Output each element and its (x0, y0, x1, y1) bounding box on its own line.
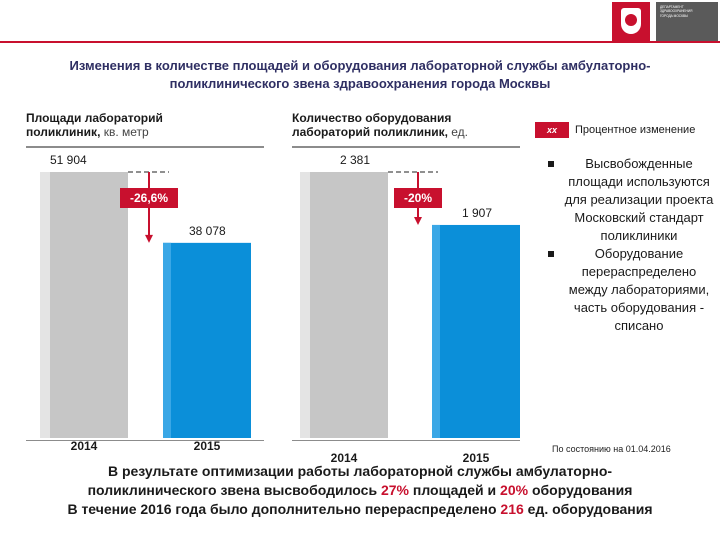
chart1-baseline-divider (26, 440, 264, 441)
equipment-chart: 2 381 1 907 -20% 2014 2015 (300, 153, 520, 465)
top-divider (0, 41, 720, 43)
chart2-baseline-divider (292, 440, 520, 441)
bar-highlight (432, 224, 440, 438)
bullet-square-icon (548, 161, 554, 167)
x-tick-label: 2014 (331, 451, 358, 465)
x-tick-label: 2014 (71, 439, 98, 453)
value-label: 2 381 (340, 153, 370, 167)
chart2-title: Количество оборудования лабораторий поли… (292, 111, 468, 139)
bar-2015 (432, 224, 520, 438)
moscow-coat-of-arms-icon (612, 2, 650, 42)
conclusion-text: В результате оптимизации работы лаборато… (67, 463, 653, 517)
chart1-separator (26, 146, 264, 148)
page-title: Изменения в количестве площадей и оборуд… (69, 58, 651, 91)
top-bar: ДЕПАРТАМЕНТ ЗДРАВООХРАНЕНИЯ ГОРОДА МОСКВ… (0, 0, 720, 43)
value-label: 51 904 (50, 153, 87, 167)
x-tick-label: 2015 (194, 439, 221, 453)
chart1-title: Площади лабораторий поликлиник, кв. метр (26, 111, 163, 139)
bar-highlight (40, 172, 50, 438)
value-label: 38 078 (189, 224, 226, 238)
bar-2014 (40, 172, 128, 438)
change-badge (120, 188, 178, 208)
legend-label: Процентное изменение (575, 124, 696, 136)
change-label: -26,6% (130, 191, 168, 205)
area-chart: 51 904 38 078 -26,6% 2014 2015 (40, 153, 251, 453)
bar-highlight (163, 242, 171, 438)
legend-swatch: хх (535, 122, 569, 138)
bar-2014 (300, 172, 388, 438)
x-tick-label: 2015 (463, 451, 490, 465)
decrease-arrow-icon (145, 234, 153, 243)
value-label: 1 907 (462, 206, 492, 220)
change-badge (394, 188, 442, 208)
note-item: Оборудование перераспределено между лабо… (538, 245, 716, 335)
decrease-arrow-icon (414, 216, 422, 225)
notes-list: Высвобожденные площади используются для … (538, 155, 716, 335)
status-date: По состоянию на 01.04.2016 (552, 444, 671, 454)
bar-highlight (300, 172, 310, 438)
chart2-separator (292, 146, 520, 148)
change-label: -20% (404, 191, 432, 205)
bullet-square-icon (548, 251, 554, 257)
note-item: Высвобожденные площади используются для … (538, 155, 716, 245)
department-logo: ДЕПАРТАМЕНТ ЗДРАВООХРАНЕНИЯ ГОРОДА МОСКВ… (656, 2, 718, 42)
bar-2015 (163, 242, 251, 438)
